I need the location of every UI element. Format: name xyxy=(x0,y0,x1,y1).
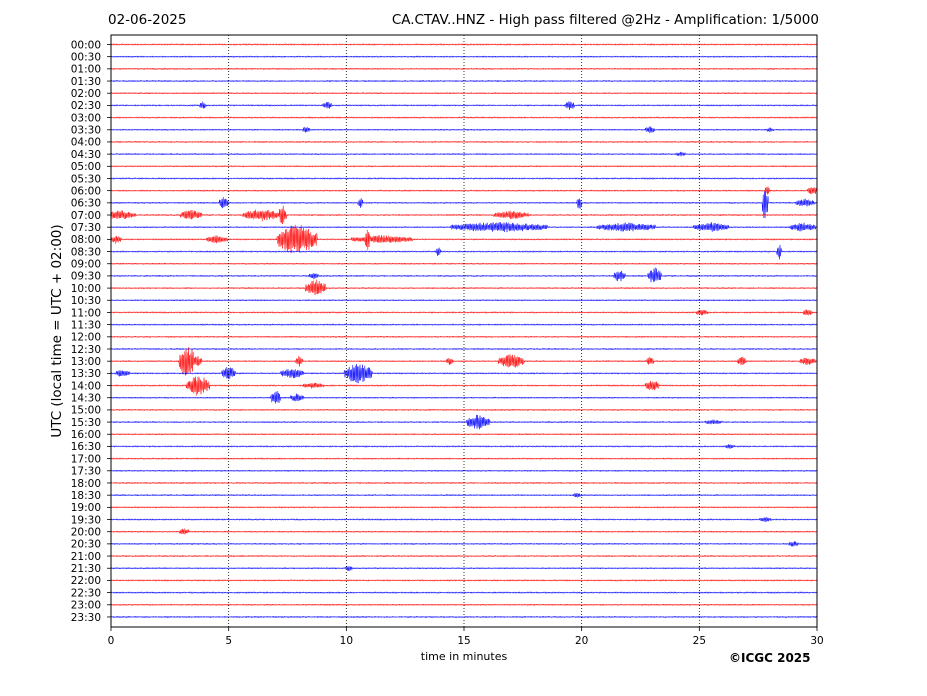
y-tick-label: 16:30 xyxy=(71,441,101,453)
y-tick-label: 00:30 xyxy=(71,51,101,63)
trace-row-0430 xyxy=(110,151,817,157)
y-tick-label: 18:00 xyxy=(71,478,101,490)
trace-row-1930 xyxy=(110,517,817,522)
y-tick-label: 01:30 xyxy=(71,76,101,88)
y-tick-label: 00:00 xyxy=(71,39,101,51)
trace-row-1800 xyxy=(110,481,817,485)
y-tick-label: 01:00 xyxy=(71,64,101,76)
y-tick-label: 07:30 xyxy=(71,222,101,234)
chart-title: CA.CTAV..HNZ - High pass filtered @2Hz -… xyxy=(391,12,819,28)
y-tick-label: 17:30 xyxy=(71,466,101,478)
chart-date: 02-06-2025 xyxy=(108,12,187,28)
y-tick-label: 08:30 xyxy=(71,246,101,258)
y-tick-label: 02:30 xyxy=(71,100,101,112)
x-axis-label: time in minutes xyxy=(420,650,508,663)
y-tick-label: 06:30 xyxy=(71,198,101,210)
trace-group xyxy=(110,43,817,619)
trace-row-0330 xyxy=(110,126,817,134)
trace-row-1000 xyxy=(110,279,817,296)
trace-row-2200 xyxy=(110,578,817,582)
trace-row-1830 xyxy=(110,493,817,498)
y-tick-label: 13:00 xyxy=(71,356,101,368)
trace-row-2030 xyxy=(110,541,817,547)
trace-row-1200 xyxy=(110,335,817,339)
y-tick-label: 19:30 xyxy=(71,514,101,526)
y-tick-label: 07:00 xyxy=(71,210,101,222)
y-tick-label: 02:00 xyxy=(71,88,101,100)
trace-row-0600 xyxy=(110,186,817,195)
vertical-gridlines xyxy=(228,35,700,627)
y-tick-label: 16:00 xyxy=(71,429,101,441)
trace-row-0030 xyxy=(110,55,817,59)
trace-row-2000 xyxy=(110,528,817,535)
trace-row-1130 xyxy=(110,323,817,327)
trace-row-0130 xyxy=(110,79,817,83)
y-tick-label: 10:00 xyxy=(71,283,101,295)
trace-row-0830 xyxy=(110,245,817,260)
y-axis-ticks: 00:0000:3001:0001:3002:0002:3003:0003:30… xyxy=(71,39,111,624)
y-tick-label: 09:30 xyxy=(71,271,101,283)
trace-row-1700 xyxy=(110,457,817,461)
trace-row-0900 xyxy=(110,262,817,266)
trace-row-1230 xyxy=(110,347,817,351)
y-tick-label: 22:00 xyxy=(71,575,101,587)
x-axis-ticks: 0 5 10 15 20 25 30 xyxy=(108,627,824,647)
y-tick-label: 15:00 xyxy=(71,405,101,417)
y-tick-label: 18:30 xyxy=(71,490,101,502)
x-tick-label: 30 xyxy=(810,635,823,647)
y-tick-label: 17:00 xyxy=(71,453,101,465)
y-tick-label: 08:00 xyxy=(71,234,101,246)
trace-row-0230 xyxy=(110,101,817,110)
plot-frame xyxy=(110,34,818,628)
y-tick-label: 04:30 xyxy=(71,149,101,161)
y-tick-label: 03:30 xyxy=(71,125,101,137)
y-tick-label: 03:00 xyxy=(71,112,101,124)
y-tick-label: 19:00 xyxy=(71,502,101,514)
y-tick-label: 11:30 xyxy=(71,319,101,331)
trace-row-2100 xyxy=(110,554,817,558)
trace-row-1730 xyxy=(110,469,817,473)
y-tick-label: 15:30 xyxy=(71,417,101,429)
y-tick-label: 14:30 xyxy=(71,393,101,405)
trace-row-0300 xyxy=(110,116,817,120)
trace-row-0500 xyxy=(110,164,817,168)
y-axis-label: UTC (local time = UTC + 02:00) xyxy=(49,224,65,438)
y-tick-label: 22:30 xyxy=(71,587,101,599)
y-tick-label: 06:00 xyxy=(71,185,101,197)
y-tick-label: 23:00 xyxy=(71,600,101,612)
trace-row-0200 xyxy=(110,91,817,95)
trace-row-1900 xyxy=(110,505,817,509)
copyright-text: ©ICGC 2025 xyxy=(729,651,811,665)
trace-row-0400 xyxy=(110,140,817,144)
y-tick-label: 20:00 xyxy=(71,527,101,539)
y-tick-label: 23:30 xyxy=(71,612,101,624)
y-tick-label: 21:00 xyxy=(71,551,101,563)
x-tick-label: 0 xyxy=(108,635,115,647)
y-tick-label: 04:00 xyxy=(71,137,101,149)
trace-row-0000 xyxy=(110,43,817,46)
y-tick-label: 21:30 xyxy=(71,563,101,575)
x-tick-label: 5 xyxy=(225,635,232,647)
y-tick-label: 12:00 xyxy=(71,332,101,344)
x-tick-label: 20 xyxy=(575,635,588,647)
trace-row-1030 xyxy=(110,298,817,302)
y-tick-label: 20:30 xyxy=(71,539,101,551)
y-tick-label: 13:30 xyxy=(71,368,101,380)
y-tick-label: 10:30 xyxy=(71,295,101,307)
trace-row-1300 xyxy=(110,347,817,376)
x-tick-label: 25 xyxy=(693,635,706,647)
y-tick-label: 14:00 xyxy=(71,380,101,392)
y-tick-label: 05:00 xyxy=(71,161,101,173)
trace-row-0930 xyxy=(110,267,817,283)
y-tick-label: 09:00 xyxy=(71,259,101,271)
y-tick-label: 11:00 xyxy=(71,307,101,319)
x-tick-label: 10 xyxy=(340,635,353,647)
trace-row-0100 xyxy=(110,67,817,71)
x-tick-label: 15 xyxy=(457,635,470,647)
y-tick-label: 12:30 xyxy=(71,344,101,356)
y-tick-label: 05:30 xyxy=(71,173,101,185)
